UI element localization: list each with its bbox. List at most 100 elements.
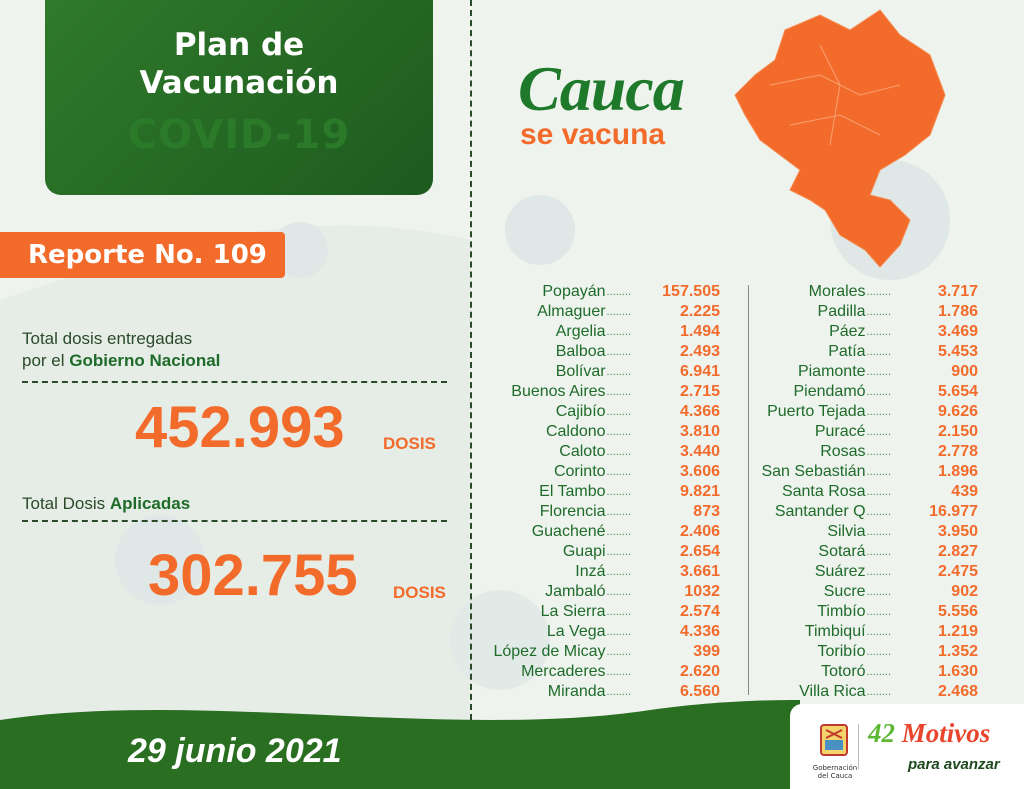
municipality-row: Santa Rosa........ 439 <box>752 482 978 502</box>
municipality-name: Argelia <box>555 323 606 340</box>
municipality-name: Santander Q <box>774 503 866 520</box>
municipality-name: Guachené <box>531 523 606 540</box>
municipality-name: Caloto <box>559 443 606 460</box>
delivered-value: 452.993 <box>135 395 345 460</box>
motivos-logo-subtitle: para avanzar <box>908 756 1000 773</box>
municipality-row: López de Micay........ 399 <box>480 642 720 662</box>
dot-leader: ........ <box>866 686 891 698</box>
municipality-doses: 6.941 <box>679 363 720 380</box>
municipality-row: Timbiquí........ 1.219 <box>752 622 978 642</box>
dot-leader: ........ <box>606 566 631 578</box>
municipality-name: Piamonte <box>797 363 866 380</box>
municipality-doses: 5.556 <box>937 603 978 620</box>
municipality-name: Suárez <box>814 563 866 580</box>
municipality-name: Jambaló <box>545 583 606 600</box>
gobernacion-coat-of-arms-logo <box>820 724 848 756</box>
delivered-label: Total dosis entregadas por el Gobierno N… <box>22 329 221 370</box>
municipality-name: Timbiquí <box>804 623 866 640</box>
municipality-doses: 2.475 <box>937 563 978 580</box>
report-number-banner: Reporte No. 109 <box>0 232 285 278</box>
municipality-doses: 3.440 <box>679 443 720 460</box>
municipality-name: Sucre <box>823 583 866 600</box>
municipality-row: Patía........ 5.453 <box>752 342 978 362</box>
municipality-row: Caloto........ 3.440 <box>480 442 720 462</box>
dot-leader: ........ <box>866 626 891 638</box>
municipality-doses: 1.219 <box>937 623 978 640</box>
municipality-name: Villa Rica <box>799 683 866 700</box>
municipality-doses: 3.950 <box>937 523 978 540</box>
dot-leader: ........ <box>866 286 891 298</box>
dot-leader: ........ <box>866 326 891 338</box>
dot-leader: ........ <box>606 406 631 418</box>
municipality-doses: 3.810 <box>679 423 720 440</box>
municipality-row: Totoró........ 1.630 <box>752 662 978 682</box>
dot-leader: ........ <box>606 386 631 398</box>
logo-divider <box>858 724 859 769</box>
municipality-name: Balboa <box>555 343 606 360</box>
municipality-doses: 900 <box>951 363 978 380</box>
municipality-doses: 3.469 <box>937 323 978 340</box>
municipality-name: Corinto <box>553 463 606 480</box>
dot-leader: ........ <box>866 666 891 678</box>
cauca-map-icon <box>734 9 946 268</box>
dot-leader: ........ <box>606 466 631 478</box>
municipality-name: Miranda <box>547 683 606 700</box>
municipality-name: Páez <box>829 323 866 340</box>
municipality-name: El Tambo <box>539 483 606 500</box>
divider <box>22 381 447 383</box>
municipality-row: Suárez........ 2.475 <box>752 562 978 582</box>
municipality-doses: 1.494 <box>679 323 720 340</box>
municipality-doses: 3.606 <box>679 463 720 480</box>
municipality-doses: 1.896 <box>937 463 978 480</box>
dot-leader: ........ <box>606 446 631 458</box>
dot-leader: ........ <box>866 486 891 498</box>
municipality-doses: 2.406 <box>679 523 720 540</box>
municipality-doses: 1.352 <box>937 643 978 660</box>
municipality-name: López de Micay <box>493 643 606 660</box>
municipality-row: San Sebastián........ 1.896 <box>752 462 978 482</box>
municipality-name: Rosas <box>820 443 866 460</box>
municipality-row: Páez........ 3.469 <box>752 322 978 342</box>
title-covid: COVID-19 <box>127 112 351 158</box>
dot-leader: ........ <box>866 386 891 398</box>
municipality-name: Puerto Tejada <box>767 403 866 420</box>
municipality-name: Silvia <box>827 523 866 540</box>
municipality-doses: 399 <box>693 643 720 660</box>
gobernacion-logo-text: Gobernación del Cauca <box>812 764 858 780</box>
municipality-row: Almaguer........ 2.225 <box>480 302 720 322</box>
dot-leader: ........ <box>866 526 891 538</box>
municipality-row: Argelia........ 1.494 <box>480 322 720 342</box>
bottom-green-wave <box>0 700 800 789</box>
municipality-name: Inzá <box>575 563 606 580</box>
logos-panel: Gobernación del Cauca 42 Motivos para av… <box>790 704 1024 789</box>
municipality-doses: 2.654 <box>679 543 720 560</box>
municipality-row: Caldono........ 3.810 <box>480 422 720 442</box>
municipality-doses: 873 <box>693 503 720 520</box>
divider <box>22 520 447 522</box>
dot-leader: ........ <box>606 326 631 338</box>
dot-leader: ........ <box>866 506 891 518</box>
municipality-name: Mercaderes <box>521 663 606 680</box>
dot-leader: ........ <box>606 506 631 518</box>
municipality-name: Toribío <box>817 643 866 660</box>
dot-leader: ........ <box>606 586 631 598</box>
municipality-name: Popayán <box>542 283 606 300</box>
municipality-name: Puracé <box>814 423 866 440</box>
municipality-name: Florencia <box>539 503 606 520</box>
vertical-divider <box>470 0 472 720</box>
dot-leader: ........ <box>866 586 891 598</box>
dot-leader: ........ <box>866 446 891 458</box>
municipality-row: Toribío........ 1.352 <box>752 642 978 662</box>
municipality-doses: 16.977 <box>929 503 978 520</box>
municipality-row: Inzá........ 3.661 <box>480 562 720 582</box>
municipality-row: Morales........ 3.717 <box>752 282 978 302</box>
dot-leader: ........ <box>606 306 631 318</box>
municipality-name: Totoró <box>821 663 866 680</box>
municipality-row: La Sierra........ 2.574 <box>480 602 720 622</box>
brand-title: Cauca <box>518 53 685 124</box>
municipality-name: Timbío <box>817 603 866 620</box>
municipality-row: Miranda........ 6.560 <box>480 682 720 702</box>
municipality-doses: 9.626 <box>937 403 978 420</box>
municipality-row: Buenos Aires........ 2.715 <box>480 382 720 402</box>
municipality-row: Corinto........ 3.606 <box>480 462 720 482</box>
